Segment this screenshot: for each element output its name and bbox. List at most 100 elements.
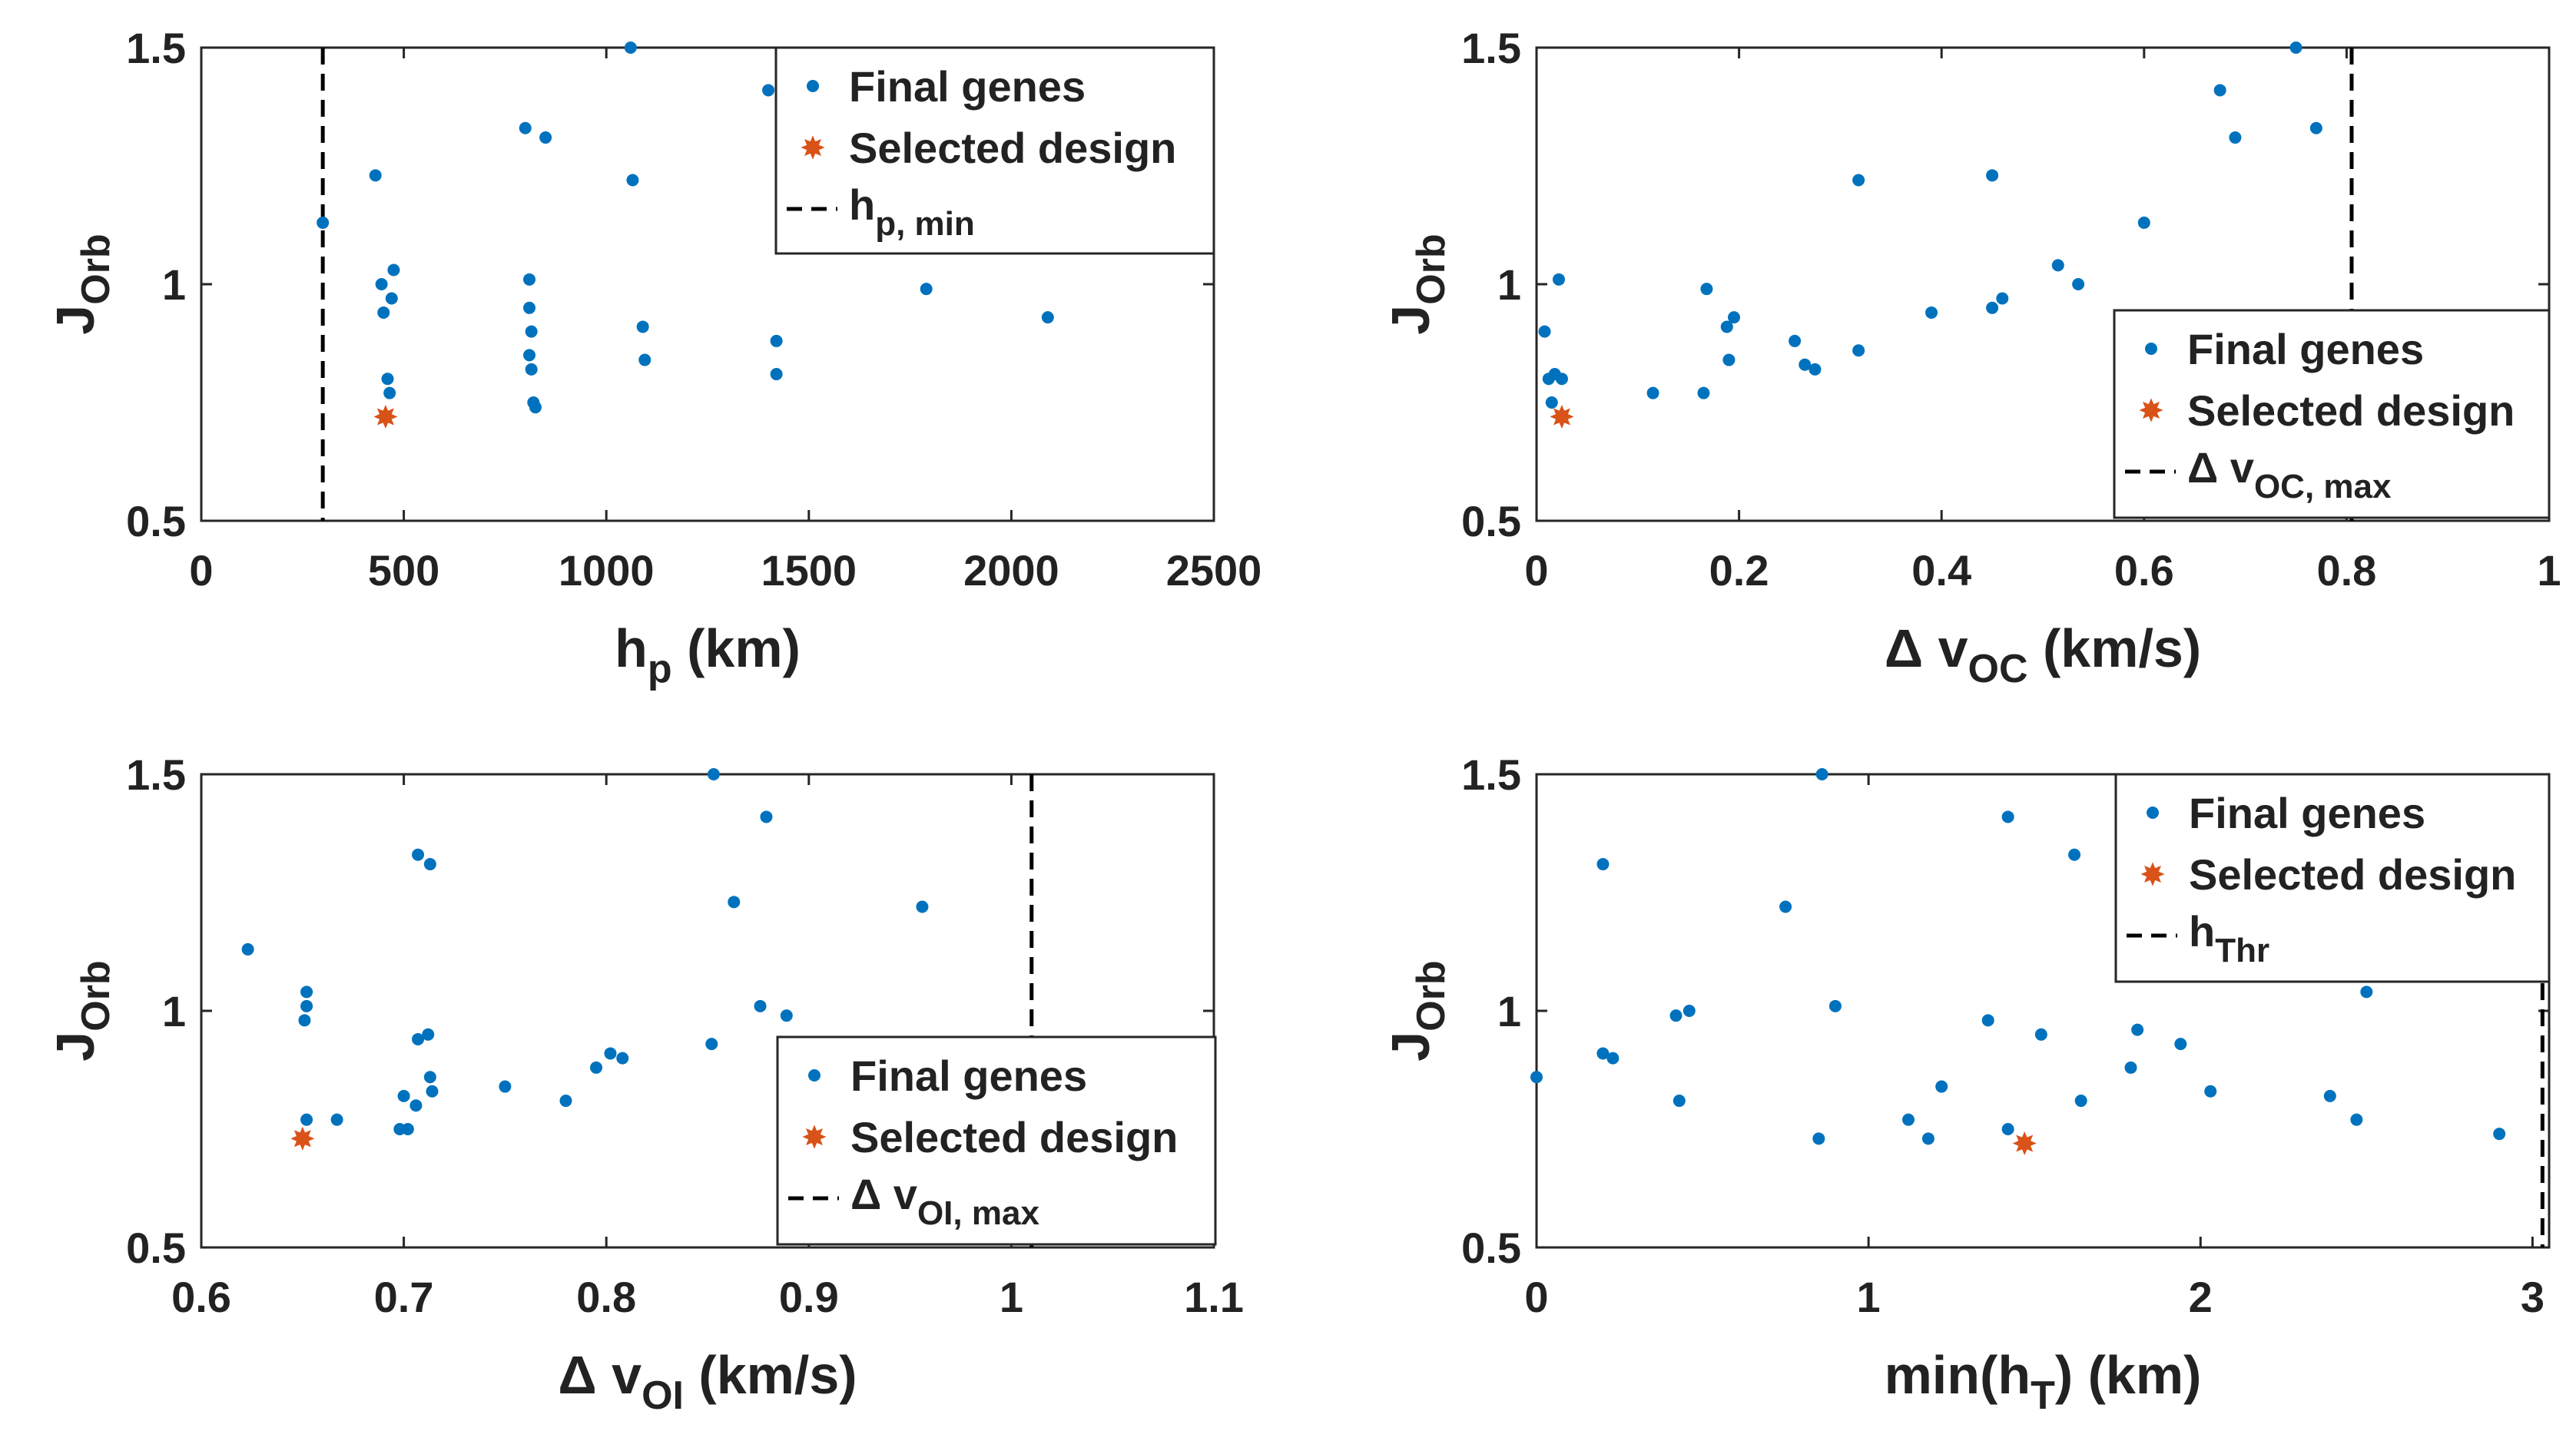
x-tick-label: 0	[1524, 1273, 1548, 1321]
x-tick-label: 0.4	[1911, 546, 1971, 595]
final-genes-point	[1596, 1047, 1610, 1060]
final-genes-point	[1812, 1132, 1825, 1145]
final-genes-point	[1925, 306, 1938, 319]
final-genes-point	[2174, 1038, 2187, 1051]
x-tick-label: 2500	[1166, 546, 1262, 595]
final-genes-point	[1596, 858, 1610, 871]
y-tick-label: 0.5	[126, 497, 186, 545]
final-genes-point	[2289, 41, 2302, 54]
final-genes-point	[1646, 386, 1659, 399]
legend-selected-design-marker	[802, 1125, 827, 1149]
selected-design-point	[373, 404, 398, 429]
x-tick-label: 0	[1524, 546, 1548, 595]
final-genes-point	[300, 999, 313, 1012]
final-genes-point	[728, 896, 741, 909]
final-genes-point	[317, 216, 330, 229]
final-genes-point	[426, 1085, 439, 1098]
final-genes-point	[1799, 358, 1812, 371]
final-genes-point	[920, 283, 933, 296]
x-tick-label: 3	[2521, 1273, 2545, 1321]
x-tick-label: 0	[189, 546, 213, 595]
final-genes-point	[2137, 216, 2150, 229]
y-tick-label: 1	[1497, 260, 1521, 309]
x-axis-label: hp (km)	[615, 618, 801, 691]
subscript: OC	[1968, 647, 2028, 691]
subscript: OI	[642, 1373, 684, 1418]
legend-final-genes-label: Final genes	[849, 62, 1086, 111]
final-genes-point	[523, 301, 536, 314]
final-genes-point	[2360, 986, 2373, 999]
final-genes-point	[1552, 273, 1565, 286]
final-genes-point	[1981, 1014, 1994, 1027]
final-genes-point	[523, 349, 536, 362]
final-genes-point	[529, 401, 542, 414]
legend-final-genes-label: Final genes	[2189, 789, 2425, 837]
x-tick-label: 1	[2537, 546, 2561, 595]
final-genes-point	[604, 1047, 617, 1060]
final-genes-point	[2034, 1028, 2047, 1041]
final-genes-point	[375, 278, 388, 290]
final-genes-point	[2350, 1113, 2363, 1126]
final-genes-point	[754, 999, 767, 1012]
final-genes-point	[1538, 325, 1551, 338]
subscript: Orb	[1409, 960, 1454, 1031]
legend-selected-design-label: Selected design	[2189, 850, 2516, 899]
x-tick-label: 0.9	[779, 1273, 839, 1321]
final-genes-point	[525, 363, 538, 376]
final-genes-point	[1683, 1005, 1696, 1017]
legend-selected-design-label: Selected design	[2187, 386, 2515, 435]
legend-final-genes-marker	[2147, 807, 2159, 819]
y-tick-label: 0.5	[1461, 497, 1521, 545]
subscript: Thr	[2215, 932, 2269, 969]
final-genes-point	[626, 174, 639, 187]
legend-final-genes-marker	[2145, 343, 2157, 355]
final-genes-point	[539, 131, 552, 144]
final-genes-point	[397, 1089, 410, 1102]
final-genes-point	[916, 900, 929, 913]
x-tick-label: 1	[1857, 1273, 1881, 1321]
x-tick-label: 0.8	[2316, 546, 2376, 595]
final-genes-point	[624, 41, 637, 54]
legend-selected-design-label: Selected design	[849, 124, 1176, 172]
final-genes-point	[1697, 386, 1710, 399]
final-genes-point	[300, 1113, 313, 1126]
final-genes-point	[2131, 1023, 2144, 1036]
legend-selected-design-marker	[2140, 862, 2165, 886]
y-tick-label: 0.5	[126, 1224, 186, 1272]
final-genes-point	[298, 1014, 311, 1027]
final-genes-point	[2309, 121, 2322, 134]
final-genes-point	[1722, 353, 1736, 366]
selected-design-point	[2012, 1131, 2037, 1156]
final-genes-point	[638, 353, 651, 366]
final-genes-point	[1996, 292, 2009, 305]
legend-box	[2114, 773, 2551, 983]
final-genes-point	[381, 373, 394, 386]
final-genes-point	[422, 1028, 435, 1041]
subscript: OC, max	[2254, 468, 2392, 505]
final-genes-point	[1779, 900, 1792, 913]
y-tick-label: 0.5	[1461, 1224, 1521, 1272]
final-genes-point	[1852, 344, 1865, 357]
legend-final-genes-label: Final genes	[850, 1052, 1087, 1100]
final-genes-point	[423, 858, 436, 871]
final-genes-point	[2323, 1089, 2336, 1102]
final-genes-point	[499, 1080, 512, 1093]
final-genes-point	[387, 263, 400, 277]
selected-design-point	[290, 1126, 315, 1151]
final-genes-point	[770, 334, 783, 347]
final-genes-point	[2051, 259, 2064, 272]
final-genes-point	[1789, 334, 1802, 347]
x-tick-label: 1500	[761, 546, 857, 595]
final-genes-point	[525, 325, 538, 338]
legend-box	[776, 1035, 1217, 1246]
selected-design-point	[1550, 404, 1574, 429]
final-genes-point	[2072, 278, 2085, 290]
scatter-panel-1: 0 500 1000 1500 2000 2500 0.5 1 1.5 hp (km) JOrb Fi…	[45, 24, 1261, 691]
legend-selected-design-label: Selected design	[850, 1113, 1178, 1161]
final-genes-point	[1935, 1080, 1948, 1093]
final-genes-point	[330, 1113, 343, 1126]
final-genes-point	[409, 1099, 423, 1112]
final-genes-point	[2493, 1128, 2506, 1141]
scatter-panel-3: 0.6 0.7 0.8 0.9 1 1.1 0.5 1 1.5 Δ vOI (km/s) JOrb F…	[45, 750, 1244, 1418]
